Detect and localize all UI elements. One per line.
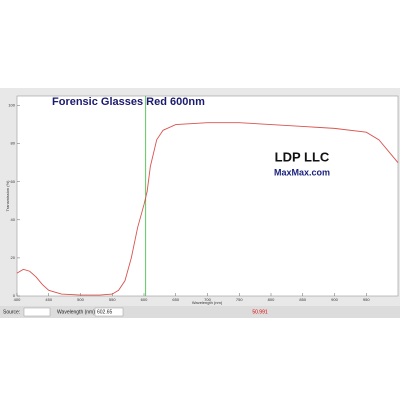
plot-area	[16, 95, 399, 297]
x-tick-label: 500	[77, 297, 84, 302]
x-tick-label: 600	[141, 297, 148, 302]
x-tick-label: 450	[45, 297, 52, 302]
y-axis-label: Transmission (%)	[5, 180, 10, 212]
chart-title: Forensic Glasses Red 600nm	[52, 96, 205, 108]
source-label: Source:	[3, 309, 20, 315]
source-select[interactable]	[23, 307, 51, 317]
logo-site: MaxMax.com	[274, 167, 330, 177]
x-tick-label: 850	[299, 297, 306, 302]
x-tick-label: 950	[363, 297, 370, 302]
y-tick-label: 40	[11, 217, 16, 222]
wavelength-label: Wavelength (nm)	[57, 309, 95, 315]
curve	[16, 122, 399, 296]
x-tick-label: 750	[236, 297, 243, 302]
y-tick-label: 80	[11, 141, 16, 146]
x-tick-label: 900	[331, 297, 338, 302]
x-tick-label: 700	[204, 297, 211, 302]
y-tick-label: 20	[11, 255, 16, 260]
logo-box	[270, 145, 334, 187]
y-tick-label: 100	[8, 103, 15, 108]
x-tick-label: 550	[109, 297, 116, 302]
x-tick-label: 400	[14, 297, 21, 302]
wavelength-input[interactable]	[94, 307, 124, 317]
transmission-value: 50.991	[252, 309, 268, 315]
y-tick-label: 60	[11, 179, 16, 184]
logo-name: LDP LLC	[275, 149, 330, 164]
x-axis-label: Wavelength (nm)	[192, 300, 223, 305]
y-tick-label: 0	[13, 293, 16, 298]
x-tick-label: 650	[172, 297, 179, 302]
x-tick-label: 800	[268, 297, 275, 302]
wavelength-value: 602.65	[97, 309, 113, 315]
